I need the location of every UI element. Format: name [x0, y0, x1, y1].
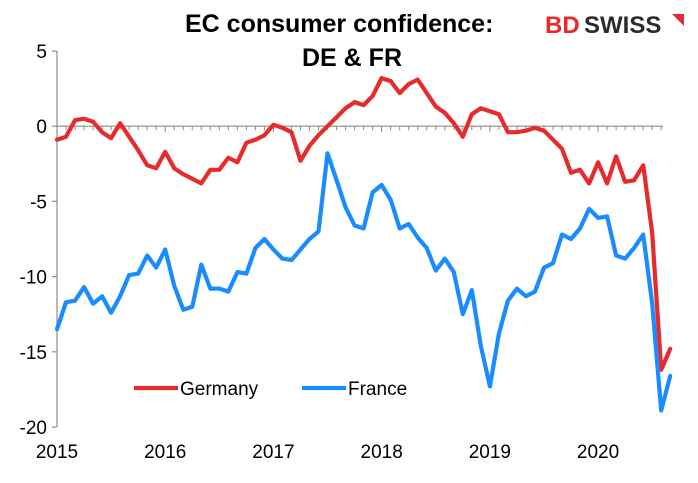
x-axis: 2015 2016 2017 2018 2019 2020: [36, 125, 663, 463]
logo-mark-icon: [672, 14, 684, 26]
legend-label: France: [348, 379, 407, 400]
y-axis: 5 0 -5 -10 -15 -20: [20, 42, 58, 439]
y-tick-label: -15: [20, 343, 47, 364]
x-tick-label: 2016: [144, 442, 186, 463]
y-tick-label: 0: [36, 117, 47, 138]
series-line-france: [54, 151, 673, 413]
x-tick-label: 2015: [36, 442, 78, 463]
y-tick-label: 5: [36, 42, 47, 63]
logo-bd-text: BD: [545, 12, 580, 39]
y-tick-label: -20: [20, 418, 47, 439]
x-tick-label: 2017: [252, 442, 294, 463]
brand-logo: BD SWISS: [545, 12, 684, 39]
legend-label: Germany: [180, 379, 259, 400]
chart-title-line2: DE & FR: [302, 44, 402, 72]
y-tick-label: -10: [20, 268, 47, 289]
legend: Germany France: [134, 379, 407, 400]
chart-title-line1: EC consumer confidence:: [185, 10, 493, 38]
x-tick-label: 2020: [577, 442, 619, 463]
series-line-germany: [54, 75, 673, 372]
logo-swiss-text: SWISS: [584, 12, 661, 39]
x-tick-label: 2019: [469, 442, 511, 463]
x-tick-label: 2018: [361, 442, 403, 463]
y-tick-label: -5: [30, 192, 47, 213]
series-lines: [54, 75, 673, 413]
